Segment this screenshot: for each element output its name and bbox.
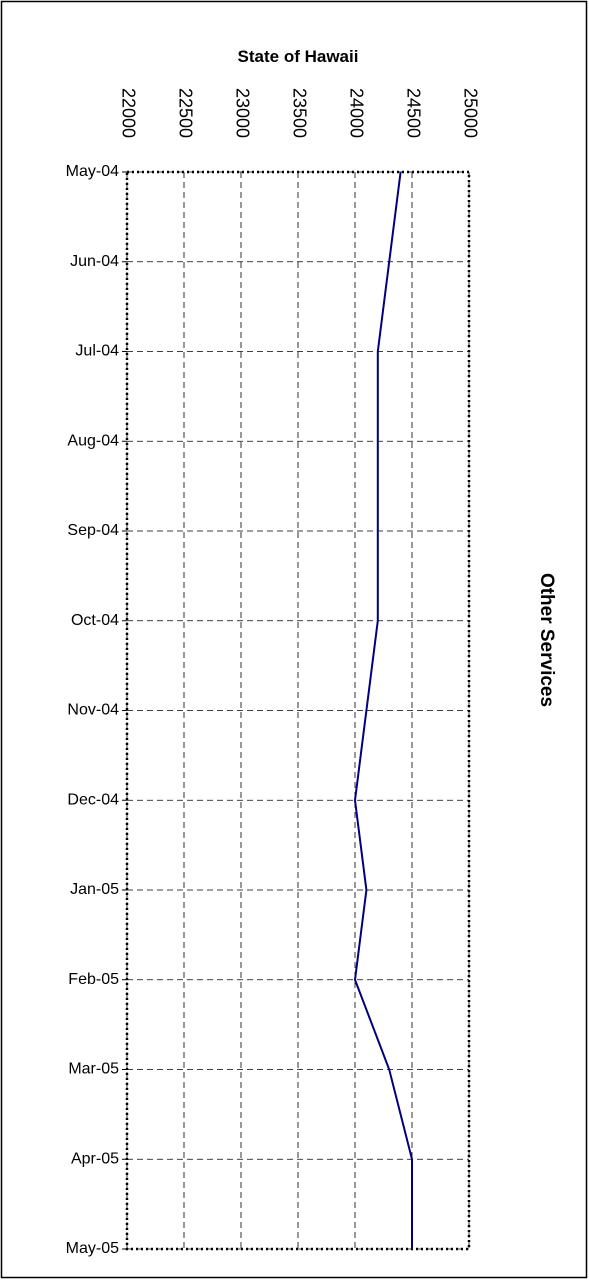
y-tick-label: Oct-04: [71, 612, 119, 629]
x-tick-label: 22500: [175, 88, 195, 138]
x-tick-label: 22000: [118, 88, 138, 138]
y-tick-label: May-04: [66, 163, 119, 180]
y-tick-label: Mar-05: [68, 1061, 119, 1078]
x-tick-label: 24500: [403, 88, 423, 138]
y-tick-label: Jun-04: [70, 253, 119, 270]
x-tick-label: 25000: [460, 88, 480, 138]
x-tick-label: 23000: [232, 88, 252, 138]
series-line: [353, 171, 413, 1249]
y-tick-label: Jan-05: [70, 881, 119, 898]
y-tick-label: May-05: [66, 1240, 119, 1257]
y-tick-label: Feb-05: [68, 971, 119, 988]
x-tick-label: 24000: [346, 88, 366, 138]
x-tick-label: 23500: [289, 88, 309, 138]
y-tick-label: Nov-04: [67, 702, 119, 719]
y-tick-label: Apr-05: [71, 1150, 119, 1167]
y-tick-label: Jul-04: [75, 343, 119, 360]
plot-border: [125, 170, 471, 1251]
chart-title: State of Hawaii: [238, 47, 359, 66]
y-tick-label: Sep-04: [67, 522, 119, 539]
axis-label: Other Services: [536, 573, 557, 707]
y-tick-label: Dec-04: [67, 791, 119, 808]
y-tick-label: Aug-04: [67, 432, 119, 449]
